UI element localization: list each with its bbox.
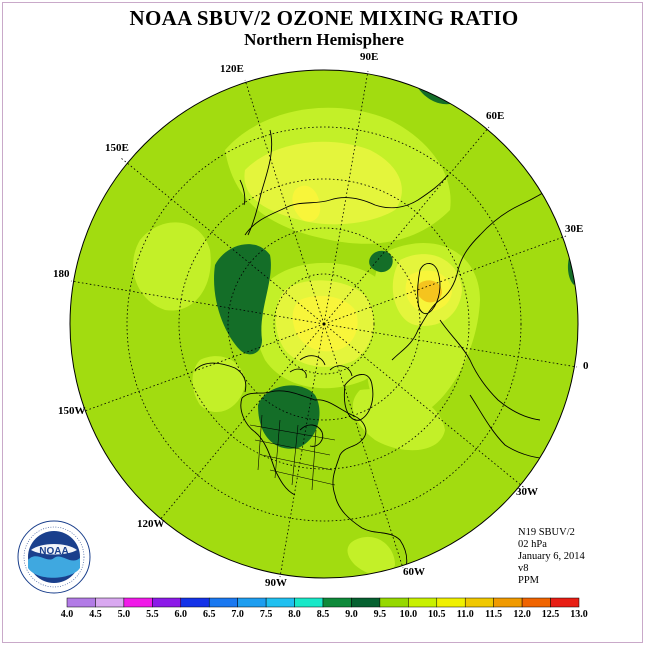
- colorbar-tick-label: 9.0: [345, 609, 358, 620]
- colorbar-swatch: [66, 597, 96, 608]
- info-block: N19 SBUV/2 02 hPa January 6, 2014 v8 PPM: [518, 527, 585, 587]
- map-border: [69, 69, 579, 579]
- ozone-region-light-southwest: [192, 356, 245, 413]
- colorbar-swatch: [379, 597, 409, 608]
- colorbar-swatch: [550, 597, 580, 608]
- info-date: January 6, 2014: [518, 551, 585, 562]
- lon-label-120e: 120E: [220, 63, 244, 75]
- ozone-region-dark-green-canada: [258, 385, 320, 449]
- info-version: v8: [518, 563, 529, 574]
- coastline-east-asia: [247, 129, 273, 236]
- ozone-region-yellow-siberia: [292, 185, 321, 222]
- coastline-greenland: [343, 374, 374, 421]
- colorbar-tick-label: 5.5: [146, 609, 159, 620]
- ozone-region-dark-green-arctic: [369, 250, 393, 273]
- graticule: [70, 70, 578, 578]
- colorbar-tick-label: 10.5: [428, 609, 446, 620]
- ozone-region-dark-green-pacific: [214, 244, 271, 355]
- coastline-europe-south: [439, 319, 541, 421]
- lon-label-30e: 30E: [565, 223, 584, 235]
- colorbar: [66, 597, 580, 608]
- colorbar-swatch: [208, 597, 238, 608]
- colorbar-tick-label: 11.5: [485, 609, 503, 620]
- colorbar-swatch: [322, 597, 352, 608]
- lon-label-30w: 30W: [516, 486, 538, 498]
- ozone-region-yellow-green-north: [244, 141, 402, 225]
- colorbar-tick-label: 7.5: [259, 609, 273, 620]
- colorbar-swatch: [123, 597, 153, 608]
- colorbar-swatch: [521, 597, 551, 608]
- lon-label-60w: 60W: [403, 566, 425, 578]
- coastline-north-america: [241, 390, 408, 578]
- lon-label-60e: 60E: [486, 110, 505, 122]
- colorbar-swatch: [152, 597, 182, 608]
- ozone-region-orange-max: [416, 280, 442, 303]
- colorbar-tick-label: 8.5: [316, 609, 330, 620]
- colorbar-tick-label: 12.0: [513, 609, 531, 620]
- coastline-scandinavia: [417, 263, 441, 314]
- ozone-region-light-southeast: [352, 389, 445, 451]
- colorbar-swatch: [237, 597, 267, 608]
- colorbar-tick-label: 6.0: [174, 609, 188, 620]
- info-satellite: N19 SBUV/2: [518, 527, 575, 538]
- coastline-eurasia-north: [244, 174, 449, 236]
- info-level: 02 hPa: [518, 539, 547, 550]
- lon-label-150e: 150E: [105, 142, 129, 154]
- coastline-hudson: [299, 424, 324, 447]
- colorbar-tick-label: 4.0: [60, 609, 74, 620]
- colorbar-tick-label: 5.0: [117, 609, 131, 620]
- lon-label-150w: 150W: [58, 405, 86, 417]
- ozone-region-light-south: [347, 536, 395, 576]
- coastlines: [194, 129, 556, 578]
- colorbar-swatch: [351, 597, 381, 608]
- colorbar-tick-label: 7.0: [231, 609, 244, 620]
- coastline-arctic-islands: [289, 355, 353, 379]
- colorbar-swatch: [180, 597, 210, 608]
- colorbar-tick-label: 11.0: [456, 609, 474, 620]
- colorbar-tick-label: 13.0: [570, 609, 588, 620]
- colorbar-tick-label: 9.5: [373, 609, 387, 620]
- colorbar-swatch: [408, 597, 438, 608]
- coastline-alaska: [194, 362, 247, 393]
- coastline-eurasia: [391, 184, 556, 361]
- colorbar-swatch: [265, 597, 295, 608]
- info-units: PPM: [518, 575, 540, 586]
- colorbar-swatch: [95, 597, 125, 608]
- colorbar-tick-label: 12.5: [541, 609, 560, 620]
- map-subtitle: Northern Hemisphere: [244, 30, 404, 49]
- coastline-north-america-west: [240, 397, 296, 496]
- lon-label-0: 0: [583, 360, 589, 372]
- colorbar-swatch: [294, 597, 324, 608]
- lon-label-120w: 120W: [137, 518, 165, 530]
- colorbar-tick-label: 8.0: [288, 609, 301, 620]
- coastline-japan: [239, 179, 246, 206]
- map-title: NOAA SBUV/2 OZONE MIXING RATIO: [129, 6, 519, 30]
- colorbar-tick-label: 4.5: [89, 609, 102, 620]
- noaa-logo-text: NOAA: [39, 546, 68, 557]
- lon-label-90w: 90W: [265, 577, 287, 589]
- state-boundaries: [249, 414, 336, 491]
- noaa-logo: NOAA: [17, 520, 91, 594]
- colorbar-tick-label: 6.5: [202, 609, 216, 620]
- colorbar-swatch: [493, 597, 523, 608]
- colorbar-tick-label: 10.0: [399, 609, 418, 620]
- colorbar-swatch: [464, 597, 494, 608]
- lon-label-90e: 90E: [360, 51, 379, 63]
- lon-label-180: 180: [53, 268, 70, 280]
- ozone-region-light-west: [133, 222, 211, 311]
- colorbar-swatch: [436, 597, 466, 608]
- figure-frame: [2, 2, 643, 643]
